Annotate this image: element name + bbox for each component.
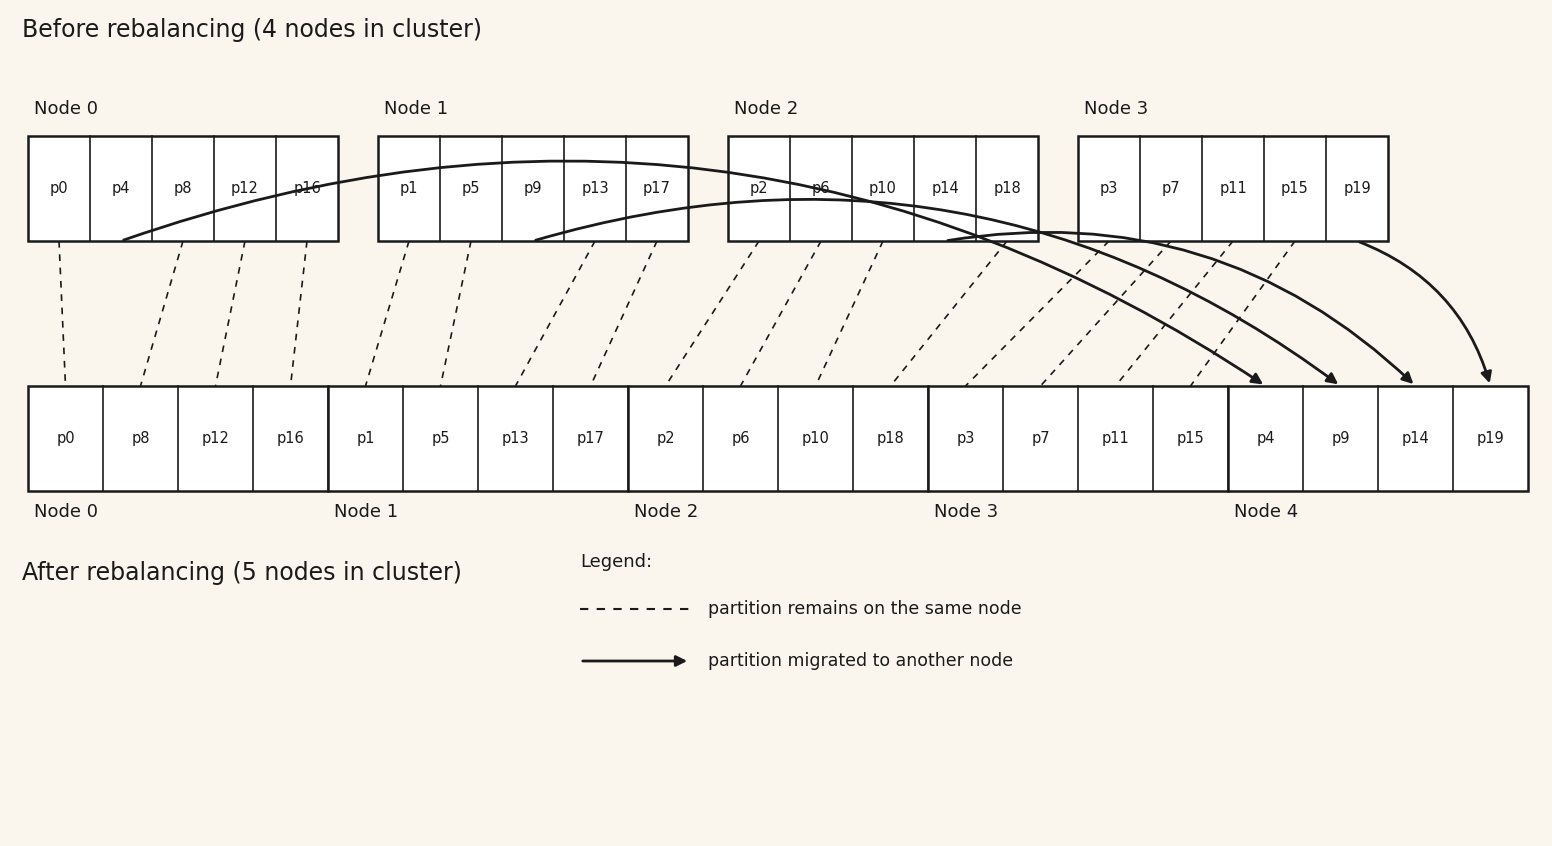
Text: partition remains on the same node: partition remains on the same node: [708, 600, 1021, 618]
Text: p17: p17: [643, 181, 670, 196]
Text: p6: p6: [731, 431, 750, 446]
Text: p1: p1: [400, 181, 417, 196]
Bar: [1079, 136, 1387, 241]
Text: p11: p11: [1102, 431, 1130, 446]
Text: p18: p18: [993, 181, 1021, 196]
Bar: [379, 136, 688, 241]
Text: After rebalancing (5 nodes in cluster): After rebalancing (5 nodes in cluster): [22, 561, 462, 585]
Text: Legend:: Legend:: [580, 553, 652, 571]
Text: p11: p11: [1220, 181, 1246, 196]
Text: Before rebalancing (4 nodes in cluster): Before rebalancing (4 nodes in cluster): [22, 18, 483, 42]
Text: p6: p6: [812, 181, 830, 196]
Text: p19: p19: [1342, 181, 1370, 196]
Text: p12: p12: [202, 431, 230, 446]
Bar: [728, 136, 1038, 241]
Text: Node 2: Node 2: [635, 503, 698, 521]
Bar: [28, 136, 338, 241]
Text: p7: p7: [1162, 181, 1181, 196]
Text: p13: p13: [580, 181, 608, 196]
Text: Node 0: Node 0: [34, 503, 98, 521]
Text: p5: p5: [462, 181, 480, 196]
Text: p9: p9: [1332, 431, 1350, 446]
Text: Node 2: Node 2: [734, 100, 798, 118]
Text: p3: p3: [956, 431, 975, 446]
Text: p4: p4: [112, 181, 130, 196]
Text: Node 3: Node 3: [1083, 100, 1148, 118]
Bar: [327, 386, 629, 491]
Text: Node 4: Node 4: [1234, 503, 1299, 521]
Text: Node 0: Node 0: [34, 100, 98, 118]
Text: p2: p2: [750, 181, 768, 196]
Text: p18: p18: [877, 431, 905, 446]
Text: p14: p14: [1401, 431, 1429, 446]
Text: p16: p16: [293, 181, 321, 196]
Text: Node 1: Node 1: [334, 503, 399, 521]
Text: Node 3: Node 3: [934, 503, 998, 521]
Text: p10: p10: [869, 181, 897, 196]
Bar: [928, 386, 1228, 491]
Text: p8: p8: [174, 181, 192, 196]
Bar: [629, 386, 928, 491]
Text: p8: p8: [132, 431, 149, 446]
Text: partition migrated to another node: partition migrated to another node: [708, 652, 1013, 670]
Text: p3: p3: [1100, 181, 1117, 196]
Text: p15: p15: [1176, 431, 1204, 446]
Text: p4: p4: [1256, 431, 1274, 446]
Text: p10: p10: [801, 431, 829, 446]
Text: p12: p12: [231, 181, 259, 196]
Text: p13: p13: [501, 431, 529, 446]
Text: Node 1: Node 1: [383, 100, 449, 118]
Text: p17: p17: [576, 431, 604, 446]
Text: p0: p0: [56, 431, 74, 446]
Text: p14: p14: [931, 181, 959, 196]
Text: p15: p15: [1280, 181, 1308, 196]
Bar: [28, 386, 327, 491]
Text: p16: p16: [276, 431, 304, 446]
Text: p1: p1: [357, 431, 374, 446]
Text: p0: p0: [50, 181, 68, 196]
Text: p7: p7: [1031, 431, 1049, 446]
Bar: [1228, 386, 1529, 491]
Text: p9: p9: [523, 181, 542, 196]
Text: p5: p5: [431, 431, 450, 446]
Text: p19: p19: [1476, 431, 1504, 446]
Text: p2: p2: [656, 431, 675, 446]
